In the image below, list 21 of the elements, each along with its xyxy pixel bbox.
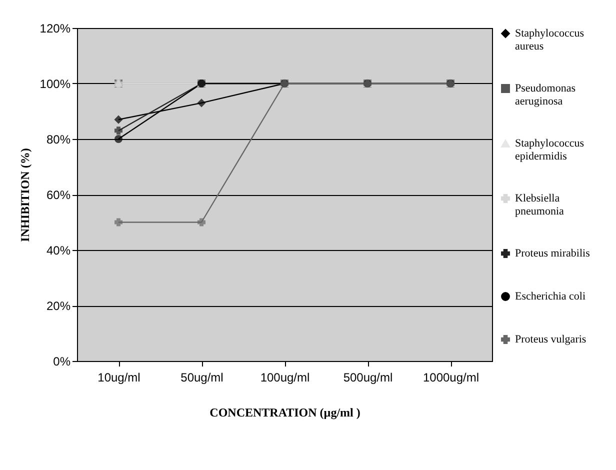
- legend-label: Escherichia coli: [515, 290, 586, 302]
- legend-label: Pseudomonas aeruginosa: [515, 82, 576, 108]
- y-tick-label: 120%: [40, 22, 71, 36]
- legend-label: Staphylococcus epidermidis: [515, 138, 584, 162]
- y-tick-label: 0%: [53, 354, 71, 368]
- legend-label: Proteus mirabilis: [515, 248, 590, 260]
- y-tick-label: 40%: [46, 244, 71, 258]
- legend-label: Proteus vulgaris: [515, 334, 586, 346]
- x-tick-label: 100ug/ml: [260, 370, 310, 384]
- y-tick-label: 20%: [46, 299, 71, 313]
- y-axis-title: INHIBITION (%): [18, 148, 32, 242]
- x-tick-label: 1000ug/ml: [422, 370, 480, 384]
- x-tick-label: 50ug/ml: [180, 370, 224, 384]
- y-tick-label: 60%: [46, 188, 71, 202]
- x-tick-label: 10ug/ml: [98, 370, 140, 384]
- y-tick-label: 80%: [46, 132, 71, 146]
- legend-label: Klebsiella pneumonia: [515, 192, 564, 218]
- x-axis-title: CONCENTRATION (µg/ml ): [210, 406, 360, 420]
- y-tick-label: 100%: [40, 77, 71, 91]
- x-tick-label: 500ug/ml: [343, 370, 393, 384]
- legend-label: Staphylococcus aureus: [515, 28, 584, 52]
